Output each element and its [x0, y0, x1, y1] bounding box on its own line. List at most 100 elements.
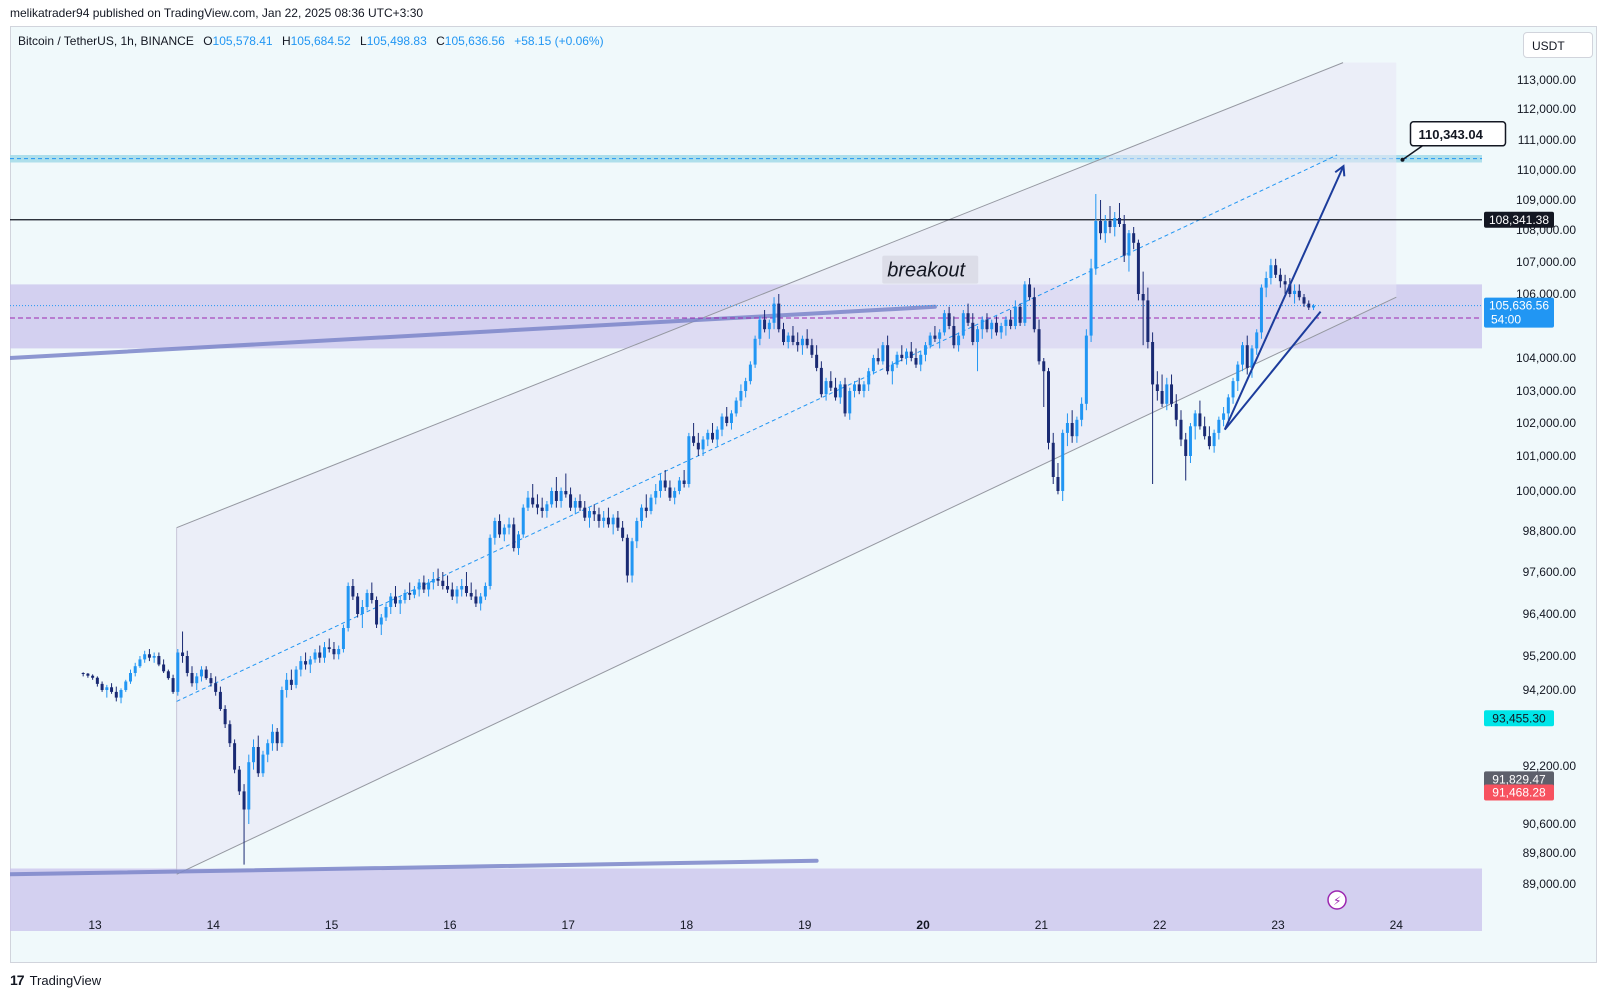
lightning-icon-glyph: ⚡ — [1333, 894, 1341, 908]
candle-body-128 — [687, 436, 691, 484]
candle-body-194 — [999, 326, 1003, 333]
candle-body-198 — [1018, 306, 1022, 323]
candle-body-94 — [526, 497, 530, 508]
candle-body-63 — [379, 617, 383, 625]
price-tick-17: 94,200.00 — [1523, 683, 1577, 697]
candle-body-155 — [815, 354, 819, 368]
price-tick-19: 90,600.00 — [1523, 817, 1577, 831]
candle-body-64 — [384, 607, 388, 618]
price-tick-1: 112,000.00 — [1517, 102, 1576, 116]
candle-body-167 — [871, 358, 875, 372]
candle-body-211 — [1080, 403, 1084, 420]
channel-lower — [176, 296, 1397, 875]
candle-body-170 — [886, 345, 890, 372]
price-tick-20: 89,800.00 — [1523, 846, 1577, 860]
candle-body-255 — [1288, 284, 1292, 294]
price-tick-14: 97,600.00 — [1523, 565, 1577, 579]
candle-body-110 — [602, 517, 606, 521]
candle-body-220 — [1122, 224, 1126, 256]
candle-body-158 — [829, 381, 833, 388]
candle-body-76 — [441, 580, 445, 586]
candle-body-230 — [1170, 384, 1174, 404]
price-label-1: 105,636.56 — [1489, 299, 1549, 313]
candle-body-221 — [1127, 233, 1131, 256]
candle-body-80 — [460, 586, 464, 590]
candle-body-129 — [692, 436, 696, 443]
candle-body-47 — [304, 661, 308, 665]
drawings-layer — [10, 62, 1482, 931]
candle-body-78 — [450, 589, 454, 597]
candle-body-199 — [1023, 284, 1027, 323]
candle-body-182 — [942, 313, 946, 333]
time-tick-13: 13 — [88, 918, 102, 932]
candle-body-244 — [1236, 364, 1240, 382]
target-callout-pointer — [1402, 145, 1423, 161]
candle-body-117 — [635, 521, 639, 542]
symbol-name[interactable]: Bitcoin / TetherUS, 1h, BINANCE — [18, 34, 194, 48]
price-tick-10: 102,000.00 — [1516, 416, 1576, 430]
price-tick-8: 104,000.00 — [1516, 351, 1576, 365]
candle-body-196 — [1009, 319, 1013, 326]
candle-body-7 — [114, 691, 118, 698]
candle-body-201 — [1032, 297, 1036, 330]
candle-body-91 — [512, 524, 516, 549]
candle-body-210 — [1075, 419, 1079, 437]
price-tick-0: 113,000.00 — [1517, 73, 1576, 87]
candle-body-106 — [583, 507, 587, 518]
candle-body-51 — [323, 647, 327, 658]
candle-body-41 — [275, 731, 279, 744]
candle-body-69 — [408, 593, 412, 595]
candle-body-92 — [517, 534, 521, 549]
candle-body-245 — [1241, 345, 1245, 365]
candle-body-232 — [1179, 419, 1183, 440]
candle-body-151 — [796, 342, 800, 346]
price-label-bg-3 — [1484, 771, 1554, 788]
candle-body-79 — [455, 589, 459, 597]
candle-body-77 — [446, 586, 450, 590]
candle-body-163 — [852, 384, 856, 391]
time-tick-18: 18 — [680, 918, 694, 932]
candle-body-248 — [1255, 332, 1259, 349]
candle-body-49 — [313, 652, 317, 660]
candle-body-96 — [535, 504, 539, 508]
candle-body-175 — [909, 351, 913, 358]
candle-body-260 — [1311, 305, 1315, 308]
candle-body-34 — [242, 791, 246, 810]
currency-button[interactable]: USDT — [1523, 32, 1593, 58]
lightning-icon — [1327, 890, 1347, 910]
candle-body-46 — [299, 661, 303, 670]
candle-body-50 — [318, 652, 322, 658]
candle-body-62 — [375, 600, 379, 625]
price-label-bg-2 — [1484, 710, 1554, 727]
footer-brand[interactable]: 17 TradingView — [10, 972, 101, 988]
price-tick-13: 98,800.00 — [1523, 524, 1577, 538]
candle-body-26 — [204, 669, 208, 679]
candle-body-173 — [900, 354, 904, 358]
candle-body-44 — [289, 679, 293, 685]
price-tick-7: 106,000.00 — [1516, 287, 1576, 301]
candle-body-2 — [91, 675, 95, 678]
price-chart[interactable]: breakout 110,343.04 ⚡ 113,000.00 112,000.00… — [10, 26, 1597, 963]
candle-body-121 — [654, 491, 658, 498]
candle-body-156 — [819, 367, 823, 395]
time-tick-17: 17 — [562, 918, 576, 932]
price-label-bg-1 — [1484, 297, 1554, 328]
candle-body-83 — [474, 596, 478, 604]
candle-body-219 — [1117, 218, 1121, 224]
candle-body-254 — [1283, 281, 1287, 285]
candle-body-127 — [682, 480, 686, 484]
candle-body-32 — [233, 743, 237, 770]
candle-body-22 — [185, 656, 189, 673]
candle-body-238 — [1207, 436, 1211, 447]
candle-body-66 — [393, 596, 397, 604]
overlay-layer: breakout 110,343.04 ⚡ — [882, 121, 1507, 910]
candle-body-165 — [862, 384, 866, 391]
time-axis[interactable]: 13 14 15 16 17 18 19 20 21 22 23 24 — [88, 918, 1403, 932]
channel-upper — [176, 62, 1344, 529]
candle-body-21 — [181, 652, 185, 656]
candle-body-256 — [1293, 290, 1297, 294]
candle-body-166 — [867, 371, 871, 385]
price-axis[interactable]: 113,000.00 112,000.00 111,000.00 110,000.00… — [1484, 73, 1576, 891]
candle-body-172 — [895, 354, 899, 365]
candle-body-209 — [1070, 423, 1074, 437]
